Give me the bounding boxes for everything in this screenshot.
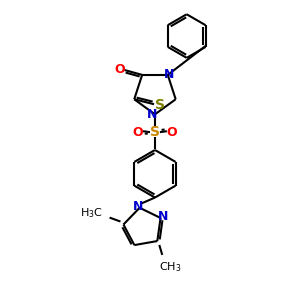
Text: S: S xyxy=(150,125,160,139)
Text: $\mathsf{CH_3}$: $\mathsf{CH_3}$ xyxy=(159,260,182,274)
Text: O: O xyxy=(167,126,177,139)
Text: $\mathsf{H_3C}$: $\mathsf{H_3C}$ xyxy=(80,206,103,220)
Text: S: S xyxy=(155,98,165,112)
Text: O: O xyxy=(133,126,143,139)
Text: N: N xyxy=(133,200,143,213)
Text: N: N xyxy=(147,108,157,121)
Text: N: N xyxy=(164,68,174,81)
Text: N: N xyxy=(158,211,169,224)
Text: O: O xyxy=(114,63,125,76)
